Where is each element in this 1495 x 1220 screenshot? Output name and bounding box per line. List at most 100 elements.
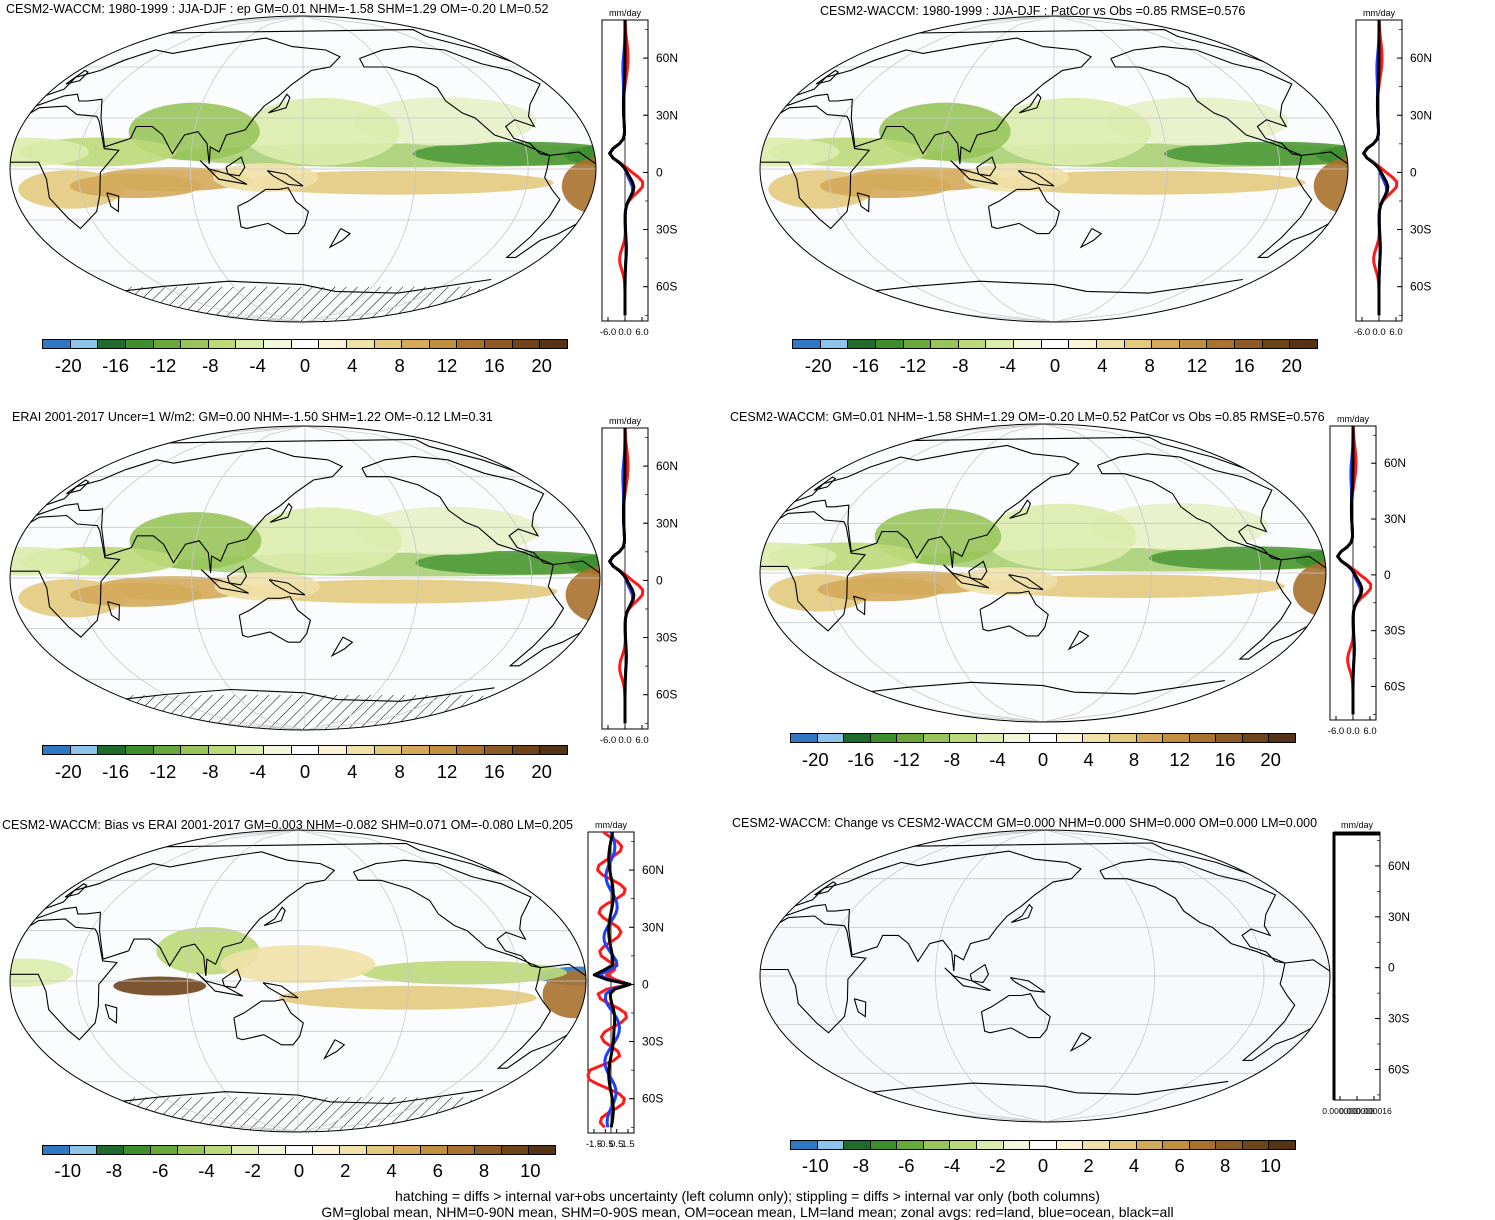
colorbar-swatch — [457, 746, 485, 754]
colorbar-swatch — [502, 1146, 529, 1154]
zonal-xtick-label: -6.0 — [1354, 327, 1370, 338]
colorbar-tick-label: 6 — [432, 1160, 443, 1181]
panel-title: ERAI 2001-2017 Uncer=1 W/m2: GM=0.00 NHM… — [12, 410, 493, 424]
zonal-ytick-label: 0 — [1388, 961, 1395, 975]
colorbar-tick-label: 4 — [1097, 355, 1108, 376]
colorbar-swatch — [1136, 734, 1164, 742]
colorbar-swatch — [1109, 734, 1137, 742]
colorbar-tick-label: 16 — [484, 761, 505, 782]
zonal-ytick-label: 30S — [656, 631, 677, 645]
panel-title: CESM2-WACCM: Change vs CESM2-WACCM GM=0.… — [732, 816, 1318, 830]
colorbar-swatch — [264, 340, 292, 348]
colorbar-tick-label: 4 — [1128, 1155, 1140, 1176]
colorbar-tick-label: -8 — [202, 761, 219, 782]
colorbar-swatch — [844, 734, 871, 742]
zonal-mean-plot: mm/day 60N 30N 0 30S 60S -6.0 0.0 6.0 — [1354, 8, 1432, 338]
zonal-ytick-label: 30N — [656, 108, 678, 122]
colorbar-swatch — [70, 1146, 97, 1154]
colorbar-tick-label: -6 — [898, 1155, 915, 1176]
colorbar-tick-label: -12 — [149, 355, 177, 376]
panel-title: CESM2-WACCM: GM=0.01 NHM=-1.58 SHM=1.29 … — [730, 410, 1325, 424]
colorbar-tick-label: 0 — [299, 355, 311, 376]
colorbar-swatch — [70, 746, 99, 754]
colorbar-swatch — [402, 340, 430, 348]
panel-title: CESM2-WACCM: 1980-1999 : JJA-DJF : PatCo… — [820, 4, 1246, 18]
colorbar-tick-label: 12 — [436, 355, 458, 376]
panel-title: CESM2-WACCM: Bias vs ERAI 2001-2017 GM=0… — [2, 818, 573, 832]
colorbar-swatch — [897, 734, 924, 742]
colorbar-swatch — [875, 340, 904, 348]
zonal-xtick-label: 0.0 — [1346, 726, 1359, 737]
colorbar-swatch — [98, 746, 126, 754]
colorbar-tick-label: -12 — [899, 355, 927, 376]
colorbar-tick-label: -8 — [952, 355, 969, 376]
zonal-xtick-label: -6.0 — [1328, 726, 1344, 737]
colorbar-tick-label: 0 — [1037, 1155, 1049, 1176]
colorbar-tick-label: -20 — [804, 355, 832, 376]
colorbar-swatch — [1014, 340, 1042, 348]
colorbar-tick-label: -10 — [801, 1155, 829, 1176]
zonal-line-land — [1336, 425, 1373, 715]
colorbar-swatch — [1179, 340, 1208, 348]
colorbar-swatch — [1189, 734, 1217, 742]
zonal-ytick-label: 60N — [656, 459, 678, 473]
colorbar-swatch — [848, 340, 876, 348]
colorbar-tick-label: -16 — [852, 355, 879, 376]
zonal-ytick-label: 60S — [656, 280, 677, 294]
colorbar-tick-label: -16 — [102, 355, 129, 376]
colorbar-labels: -10 -8 -6 -4 -2 0 2 4 6 8 10 — [42, 1160, 556, 1184]
zonal-ytick-label: 60S — [1388, 1062, 1409, 1076]
zonal-xtick-label: 0.000008 — [1339, 1106, 1375, 1116]
colorbar-swatch — [1216, 734, 1243, 742]
colorbar — [42, 1145, 556, 1155]
zonal-ytick-label: 30N — [642, 920, 664, 934]
colorbar-swatch — [512, 746, 541, 754]
zonal-ytick-label: 30S — [1384, 624, 1405, 638]
colorbar-tick-label: -12 — [149, 761, 177, 782]
zonal-ytick-label: 30N — [1384, 512, 1406, 526]
colorbar — [790, 1140, 1296, 1150]
colorbar-swatch — [70, 340, 99, 348]
zonal-ytick-label: 30S — [656, 223, 677, 237]
colorbar-swatch — [402, 746, 430, 754]
colorbar-tick-label: 2 — [340, 1160, 351, 1181]
colorbar-swatch — [870, 1141, 898, 1149]
colorbar-tick-label: 16 — [1214, 749, 1236, 770]
zonal-xtick-label: -6.0 — [600, 735, 616, 746]
colorbar-tick-label: 0 — [293, 1160, 305, 1181]
colorbar-swatch — [97, 1146, 124, 1154]
zonal-units: mm/day — [595, 820, 628, 830]
colorbar-swatch — [346, 746, 375, 754]
colorbar-tick-label: 20 — [531, 761, 552, 782]
colorbar-swatch — [529, 1146, 555, 1154]
zonal-xtick-label: 6.0 — [1363, 726, 1376, 737]
colorbar-tick-label: -6 — [151, 1160, 169, 1181]
colorbar-tick-label: 8 — [478, 1160, 490, 1181]
zonal-ytick-label: 30S — [1388, 1012, 1409, 1026]
zonal-ytick-label: 0 — [1384, 568, 1391, 582]
colorbar-tick-label: -12 — [893, 749, 920, 770]
colorbar-swatch — [986, 340, 1014, 348]
zonal-xtick-label: -1.5 — [586, 1139, 602, 1150]
colorbar-swatch — [844, 1141, 871, 1149]
colorbar-tick-label: -4 — [249, 761, 266, 782]
zonal-xtick-label: 0.000016 — [1356, 1106, 1392, 1116]
colorbar-swatch — [43, 746, 71, 754]
colorbar-swatch — [1189, 1141, 1217, 1149]
zonal-xtick-label: -0.5 — [597, 1139, 613, 1150]
colorbar-swatch — [232, 1146, 259, 1154]
colorbar-swatch — [153, 340, 182, 348]
zonal-xtick-label: 6.0 — [1389, 327, 1402, 338]
zonal-ytick-label: 60N — [656, 51, 678, 65]
colorbar-tick-label: 10 — [1260, 1155, 1281, 1176]
colorbar-tick-label: 4 — [347, 761, 358, 782]
colorbar-tick-label: -16 — [847, 749, 875, 770]
colorbar-tick-label: 2 — [1083, 1155, 1094, 1176]
colorbar-swatch — [1056, 1141, 1084, 1149]
colorbar-swatch — [291, 340, 320, 348]
zonal-xtick-label: 0.5 — [610, 1139, 623, 1150]
zonal-ytick-label: 30N — [1410, 108, 1432, 122]
colorbar-swatch — [291, 746, 320, 754]
colorbar-tick-label: 8 — [394, 355, 405, 376]
colorbar-swatch — [178, 1146, 205, 1154]
